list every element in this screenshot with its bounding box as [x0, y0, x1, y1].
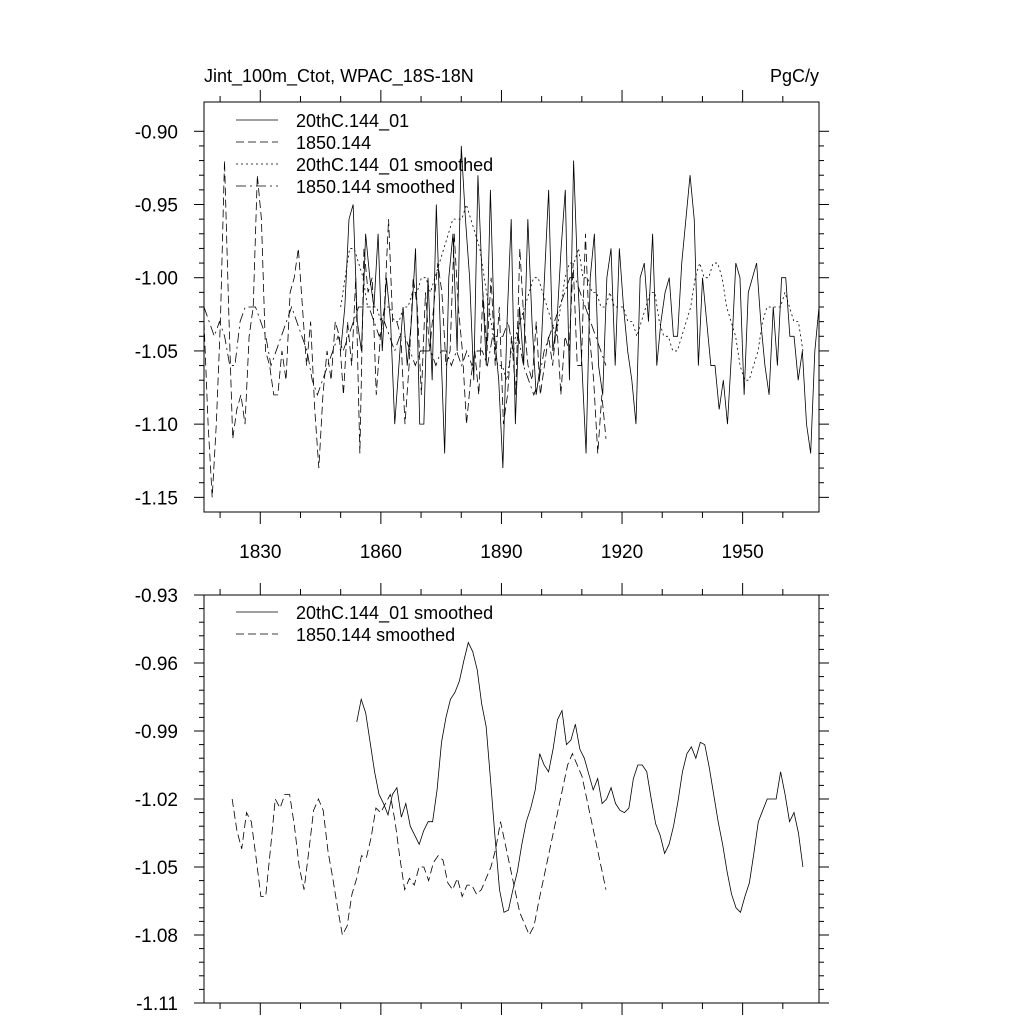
y-tick-label: -1.11 [136, 994, 178, 1015]
plot-title: Jint_100m_Ctot, WPAC_18S-18N [204, 66, 474, 87]
x-tick-label: 1890 [480, 542, 522, 563]
top-panel: -0.90 -0.95 -1.00 -1.05 -1.10 -1.15 1830 1860 18… [135, 90, 829, 563]
y-tick-label: -1.05 [135, 858, 178, 879]
y-tick-label: -1.00 [135, 269, 178, 290]
y-tick-label: -1.05 [135, 342, 178, 363]
y-tick-label: -0.93 [135, 586, 178, 607]
units-label: PgC/y [770, 66, 819, 86]
x-tick-label: 1920 [601, 542, 643, 563]
y-tick-label: -0.99 [135, 722, 178, 743]
legend-label: 1850.144 [296, 133, 371, 153]
series-line-20thc-144-01-smoothed [356, 641, 804, 914]
legend-label: 20thC.144_01 smoothed [296, 603, 493, 624]
y-tick-label: -0.95 [135, 196, 178, 217]
y-tick-label: -0.90 [135, 122, 178, 143]
series-line-20thc-144-01 [340, 145, 820, 469]
series-line-1850-144 [203, 160, 607, 498]
series-line-1850-144-smoothed [203, 277, 607, 397]
y-tick-label: -1.10 [135, 415, 178, 436]
legend-label: 1850.144 smoothed [296, 177, 455, 197]
series-line-1850-144-smoothed [231, 752, 607, 937]
series-line-20thc-144-01-smoothed [340, 203, 804, 381]
y-tick-label: -1.15 [135, 488, 178, 509]
y-tick-label: -1.08 [135, 926, 178, 947]
y-tick-label: -0.96 [135, 654, 178, 675]
x-tick-label: 1950 [721, 542, 763, 563]
y-tick-label: -1.02 [135, 790, 178, 811]
legend-label: 1850.144 smoothed [296, 625, 455, 645]
legend-label: 20thC.144_01 [296, 111, 409, 132]
x-tick-label: 1830 [239, 542, 281, 563]
plot-frame [203, 594, 820, 1004]
x-tick-label: 1860 [360, 542, 402, 563]
legend-label: 20thC.144_01 smoothed [296, 155, 493, 176]
bottom-panel: -0.93 -0.96 -0.99 -1.02 -1.05 -1.08 -1.11 20thC… [135, 583, 829, 1015]
